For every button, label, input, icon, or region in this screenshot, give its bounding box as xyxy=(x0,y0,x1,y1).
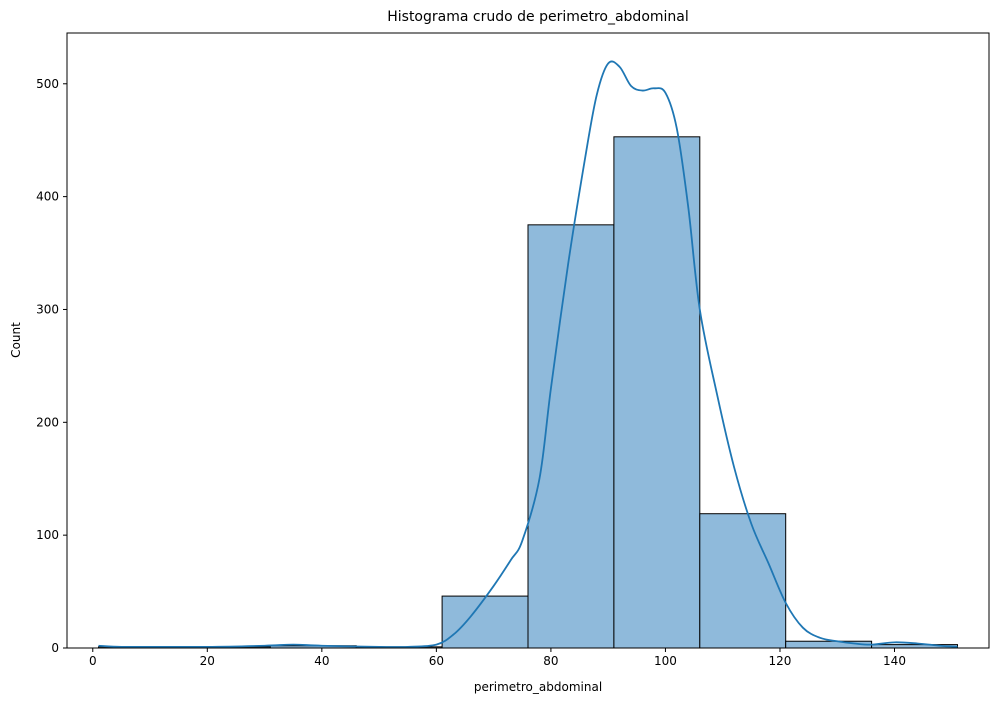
x-tick-label-0: 0 xyxy=(89,654,97,668)
x-tick-label-5: 100 xyxy=(654,654,677,668)
x-axis-ticks: 0 20 40 60 80 100 120 140 xyxy=(89,648,906,668)
y-tick-label-3: 300 xyxy=(36,302,59,316)
y-tick-label-5: 500 xyxy=(36,77,59,91)
histogram-bar-5 xyxy=(527,224,615,649)
histogram-bar-6 xyxy=(613,136,701,649)
x-tick-label-2: 40 xyxy=(314,654,329,668)
chart-title: Histograma crudo de perimetro_abdominal xyxy=(387,9,689,25)
y-tick-label-1: 100 xyxy=(36,528,59,542)
y-tick-label-4: 400 xyxy=(36,190,59,204)
x-tick-label-6: 120 xyxy=(769,654,792,668)
x-tick-label-3: 60 xyxy=(429,654,444,668)
x-tick-label-4: 80 xyxy=(543,654,558,668)
kde-line xyxy=(98,60,958,648)
y-tick-label-2: 200 xyxy=(36,415,59,429)
y-axis-label: Count xyxy=(9,322,23,358)
histogram-bar-7 xyxy=(699,513,787,649)
x-tick-label-1: 20 xyxy=(200,654,215,668)
histogram-bars xyxy=(97,136,959,649)
histogram-bar-4 xyxy=(441,595,529,649)
x-tick-label-7: 140 xyxy=(883,654,906,668)
plot-frame xyxy=(66,32,990,649)
x-axis-label: perimetro_abdominal xyxy=(474,680,602,694)
y-tick-label-0: 0 xyxy=(51,641,59,655)
y-axis-ticks: 0 100 200 300 400 500 xyxy=(36,77,67,655)
